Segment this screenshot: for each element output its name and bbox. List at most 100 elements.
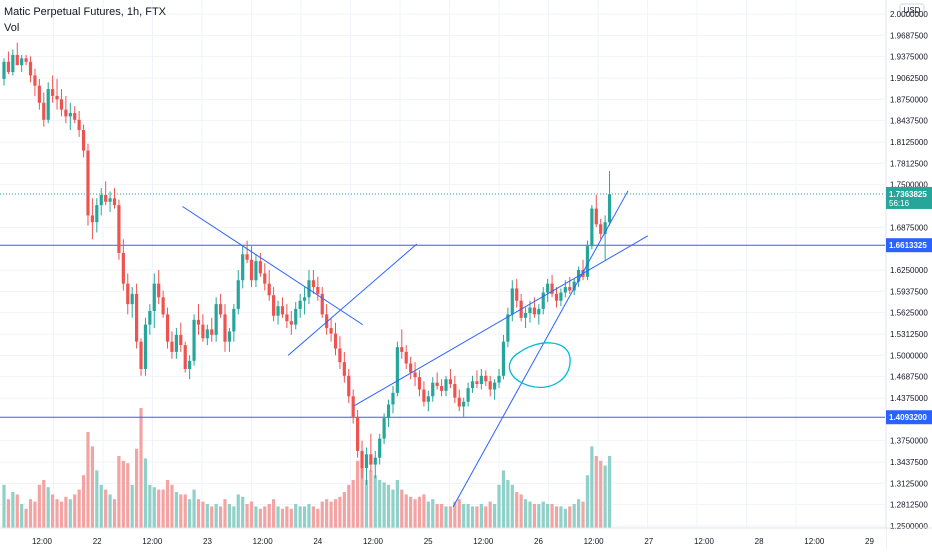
hline-price-label: 1.4093200 (889, 413, 927, 422)
price-tick-label: 1.4687500 (890, 373, 928, 382)
candle-body (311, 280, 315, 288)
candle-body (276, 306, 280, 316)
candle-body (174, 334, 178, 352)
candle-body (404, 351, 408, 364)
trendline (182, 206, 363, 326)
candle-body (590, 208, 594, 247)
volume-bar (81, 475, 86, 528)
volume-bar (33, 501, 37, 528)
candle-body (448, 379, 453, 385)
horizontal-lines[interactable] (0, 193, 885, 418)
candle-body (236, 280, 240, 309)
candle-body (249, 259, 254, 281)
volume-bar (356, 460, 360, 528)
volume-bar (563, 508, 567, 528)
candle-body (532, 307, 536, 315)
volume-bar (46, 487, 50, 528)
volume-bar (333, 499, 338, 528)
time-tick-label: 12:00 (142, 537, 163, 546)
trendline (287, 243, 418, 356)
candle-body (431, 382, 435, 397)
volume-bar (519, 494, 523, 528)
price-tick-label: 1.8750000 (890, 95, 928, 104)
volume-bar (42, 480, 46, 528)
drawings[interactable] (182, 190, 649, 508)
time-tick-label: 12:00 (253, 537, 274, 546)
volume-bar (417, 496, 422, 528)
volume-bar (126, 463, 130, 528)
volume-bar (378, 480, 382, 528)
candle-body (241, 254, 245, 281)
candle-body (356, 416, 360, 451)
volume-bar (241, 496, 245, 528)
volume-bar (135, 448, 139, 528)
candle-body (143, 324, 148, 369)
candle-body (135, 293, 139, 342)
volume-bar (347, 484, 351, 528)
candle-body (46, 89, 50, 120)
volume-bar (117, 456, 121, 528)
hline-price-tag (886, 410, 932, 425)
volume-bar (546, 504, 550, 528)
time-axis[interactable]: 12:00 22 12:00 23 12:00 24 12:00 25 12:00 26 12:00… (0, 527, 932, 550)
candle-body (479, 375, 483, 385)
volume-bar (439, 504, 444, 528)
volume-bar (541, 501, 545, 528)
candle-body (426, 396, 430, 402)
price-tick-label: 1.2500000 (890, 522, 928, 531)
candle-body (192, 319, 196, 361)
candle-body (254, 261, 258, 281)
candle-body (11, 54, 15, 73)
candle-body (541, 292, 545, 309)
candle-body (258, 261, 262, 274)
volume-bar (400, 489, 404, 528)
candle-body (245, 254, 249, 260)
volume-label: Vol (4, 22, 20, 34)
volume-bar (210, 506, 214, 528)
price-tick-label: 1.5625000 (890, 309, 928, 318)
candle-body (130, 293, 134, 305)
candle-body (232, 308, 236, 332)
volume-bar (413, 499, 417, 528)
volume-bar (15, 494, 19, 528)
volume-bar (139, 408, 143, 528)
candle-body (165, 314, 170, 342)
candle-body (148, 310, 152, 325)
volume-bar (603, 465, 607, 528)
volume-bar (68, 499, 72, 528)
candle-body (37, 85, 41, 103)
candle-body (378, 438, 382, 458)
volume-bar (501, 470, 506, 528)
volume-bar (294, 504, 298, 528)
volume-bar (351, 480, 355, 528)
candle-body (409, 363, 413, 373)
volume-bar (37, 484, 41, 528)
candle-body (104, 194, 108, 202)
volume-bar (263, 506, 267, 528)
volume-bar (59, 501, 64, 528)
candle-body (33, 75, 37, 86)
volume-bar (466, 504, 470, 528)
volume-bar (462, 504, 466, 528)
volume-bar (391, 489, 395, 528)
price-tick-label: 1.7812500 (890, 159, 928, 168)
candle-body (554, 293, 559, 301)
volume-bar (515, 492, 519, 528)
volume-bar (289, 508, 293, 528)
candle-body (126, 283, 130, 305)
volume-bar (448, 506, 453, 528)
volume-bar (409, 496, 413, 528)
volume-bar (479, 504, 483, 528)
volume-bar (457, 499, 461, 528)
candle-body (201, 324, 205, 339)
candle-body (329, 328, 333, 334)
candle-body (183, 345, 187, 369)
volume-bar (360, 465, 364, 528)
volume-bar (104, 489, 108, 528)
candle-body (360, 450, 364, 468)
volume-bar (205, 504, 209, 528)
price-tick-label: 1.3437500 (890, 458, 928, 467)
